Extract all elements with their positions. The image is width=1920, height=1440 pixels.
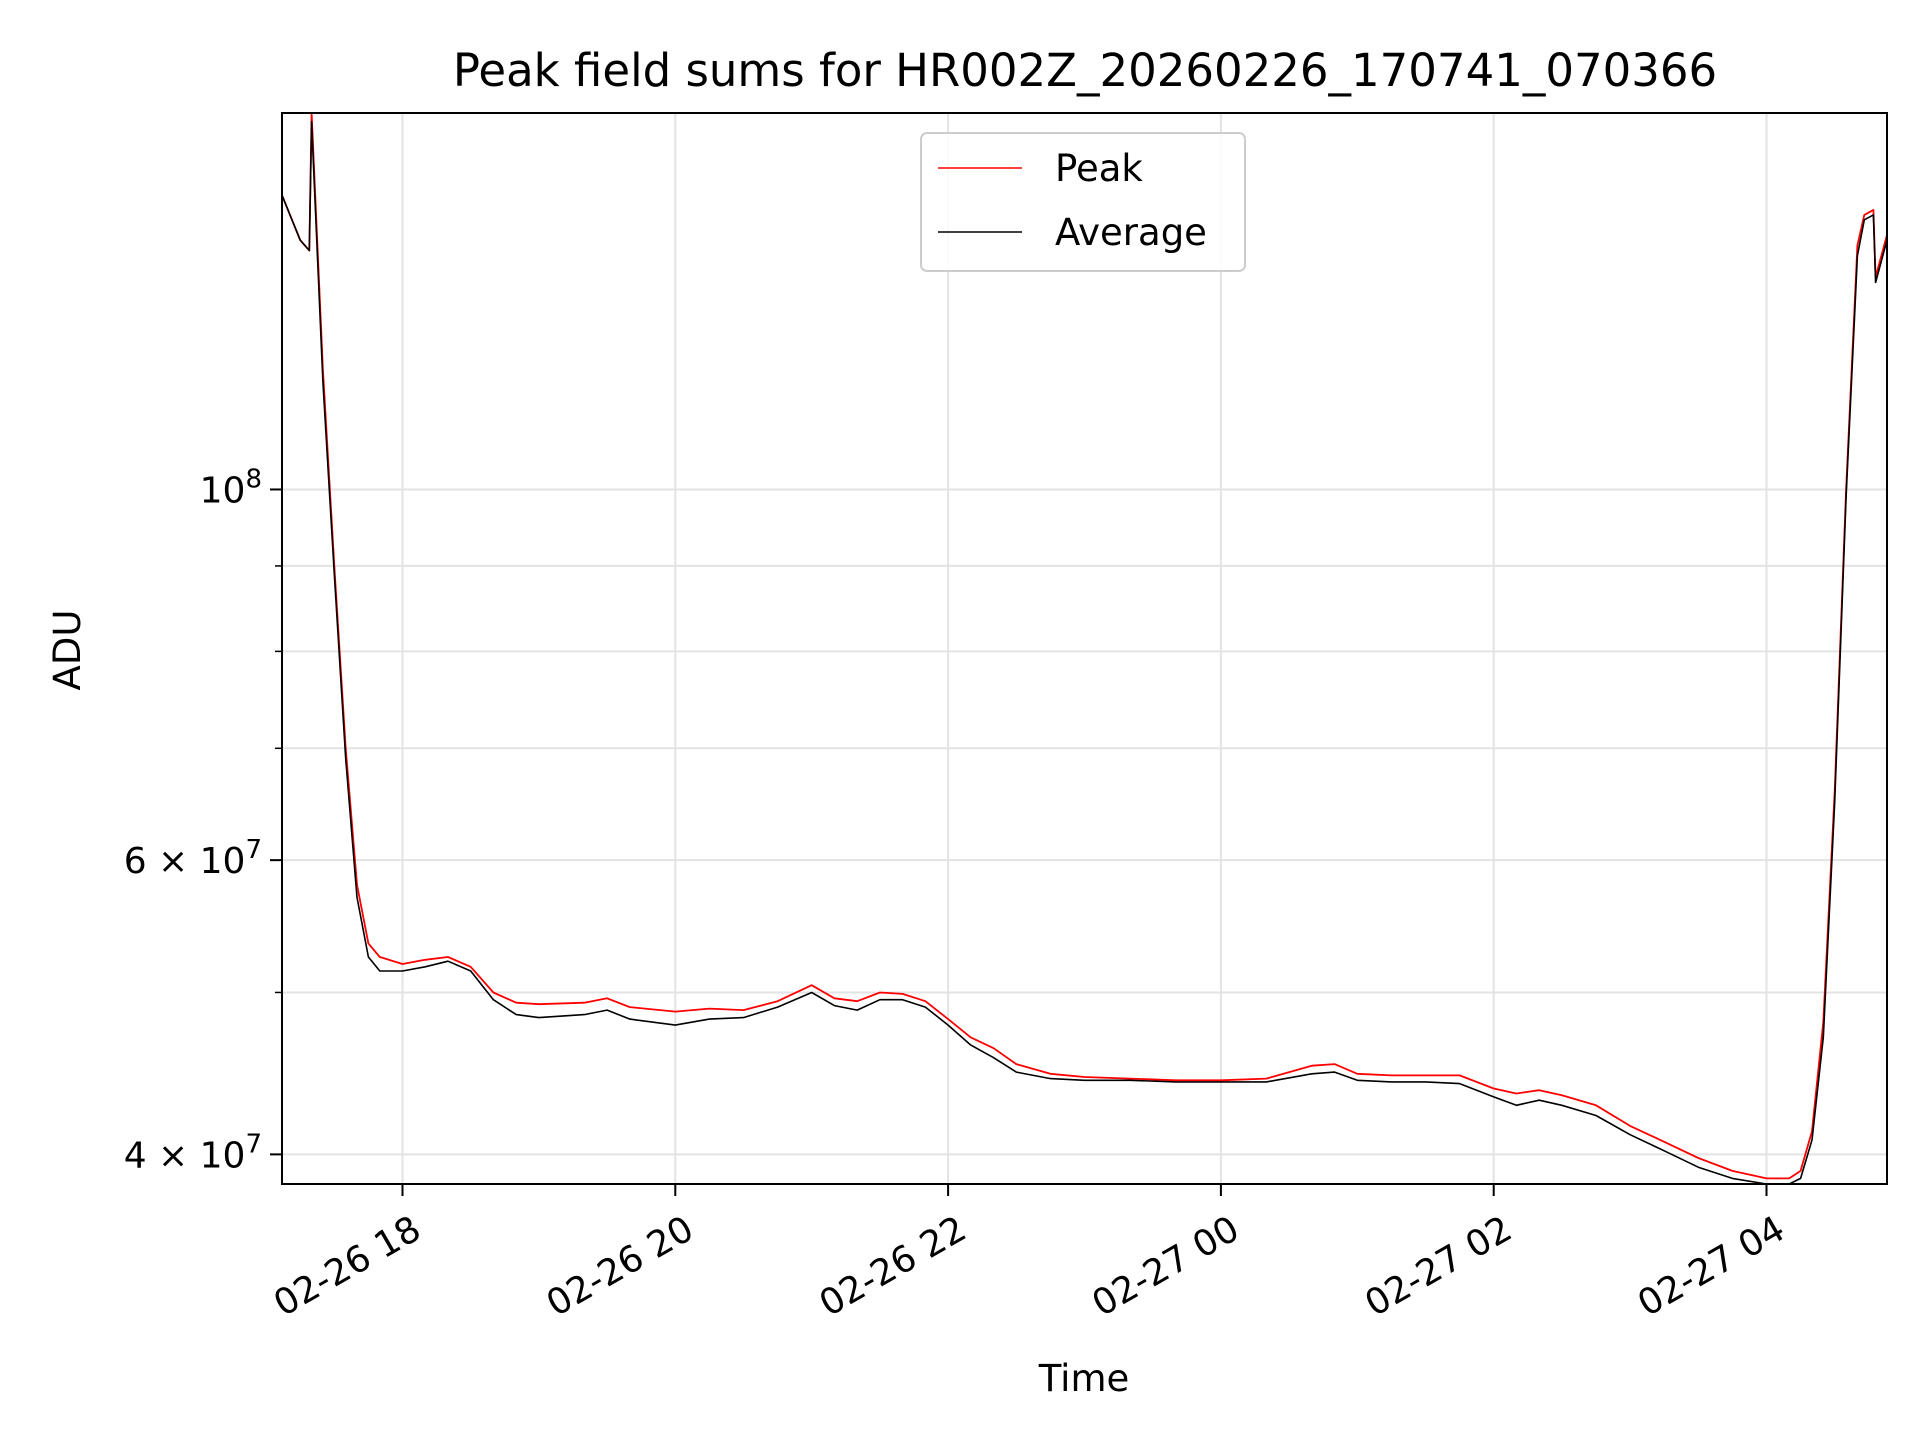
legend-label-peak: Peak	[1055, 147, 1143, 190]
y-tick-exponent: 7	[245, 835, 262, 865]
y-tick-base: 10	[200, 470, 246, 511]
legend-label-average: Average	[1055, 211, 1207, 254]
y-tick-exponent: 8	[245, 464, 262, 494]
plot-area	[282, 113, 1887, 1184]
y-axis-label: ADU	[46, 610, 89, 691]
legend: Peak Average	[920, 132, 1246, 272]
y-tick-label: 4 × 107	[124, 1129, 262, 1176]
y-tick-exponent: 7	[245, 1129, 262, 1159]
chart-title: Peak field sums for HR002Z_20260226_1707…	[453, 44, 1717, 97]
y-tick-mantissa: 4 × 10	[124, 1135, 246, 1176]
series-line-peak	[281, 112, 1888, 1180]
y-tick-label: 6 × 107	[124, 835, 262, 882]
x-axis-label: Time	[1038, 1357, 1130, 1400]
y-tick-label: 108	[200, 464, 262, 511]
grid-layer	[282, 113, 1887, 1184]
y-tick-mantissa: 6 × 10	[124, 841, 246, 882]
plot-frame	[281, 112, 1888, 1185]
